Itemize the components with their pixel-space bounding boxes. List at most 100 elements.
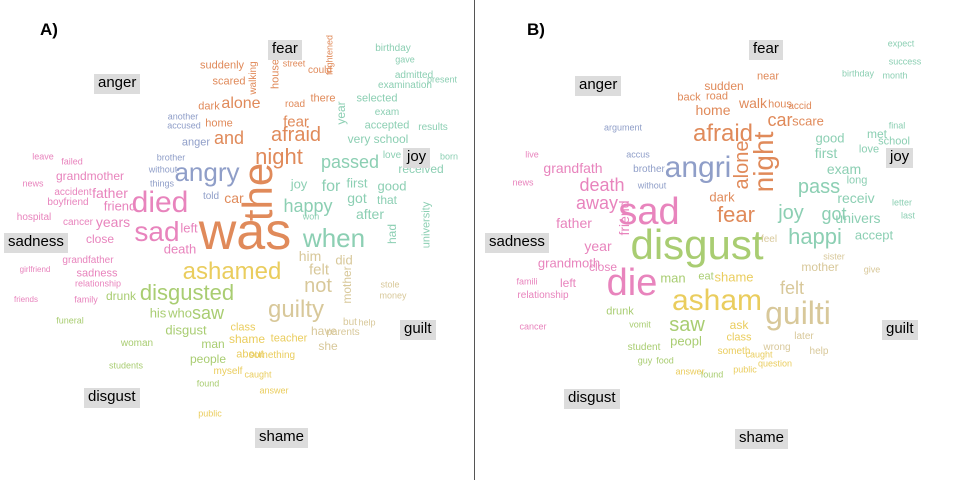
cloud-word: died xyxy=(131,186,189,219)
emotion-label-sadness: sadness xyxy=(485,233,549,253)
cloud-word: felt xyxy=(308,261,330,279)
cloud-word: road xyxy=(705,90,729,103)
cloud-word: caught xyxy=(244,369,272,380)
cloud-word: peopl xyxy=(670,333,702,349)
cloud-word: when xyxy=(302,223,366,253)
cloud-word: accept xyxy=(854,227,894,243)
cloud-word: food xyxy=(656,355,674,366)
cloud-word: afraid xyxy=(270,124,322,146)
cloud-word: away xyxy=(575,193,619,213)
cloud-word: death xyxy=(579,175,625,195)
cloud-word: something xyxy=(248,350,296,361)
panel-label: B) xyxy=(527,20,545,39)
cloud-word: cancer xyxy=(62,217,94,228)
cloud-word: accepted xyxy=(364,119,410,132)
emotion-label-sadness: sadness xyxy=(4,233,68,253)
cloud-word: famili xyxy=(516,276,538,287)
cloud-word: shame xyxy=(228,332,266,346)
cloud-word: got xyxy=(821,204,847,224)
cloud-word: first xyxy=(346,175,368,191)
cloud-word: vomit xyxy=(629,319,651,330)
cloud-word: relationship xyxy=(74,278,122,289)
cloud-word: without xyxy=(148,164,178,175)
cloud-word: sudden xyxy=(704,79,744,93)
cloud-word: walking xyxy=(248,61,259,95)
cloud-word: man xyxy=(660,270,686,286)
cloud-word: father xyxy=(92,185,128,201)
cloud-word: alone xyxy=(221,95,261,112)
cloud-word: results xyxy=(418,122,448,133)
cloud-word: house xyxy=(269,59,282,89)
cloud-word: year xyxy=(584,238,612,254)
cloud-word: sad xyxy=(618,191,680,233)
cloud-word: told xyxy=(202,191,220,202)
cloud-word: disgust xyxy=(630,221,764,268)
cloud-word: disgusted xyxy=(139,280,235,305)
cloud-word: school xyxy=(878,135,910,148)
cloud-word: live xyxy=(525,149,539,160)
cloud-word: hous xyxy=(768,98,792,111)
cloud-word: and xyxy=(213,128,245,148)
cloud-word: without xyxy=(637,180,667,191)
cloud-word: scare xyxy=(792,113,824,129)
cloud-word: joy xyxy=(290,176,308,192)
cloud-word: month xyxy=(882,70,908,81)
cloud-word: for xyxy=(321,178,341,195)
cloud-word: won xyxy=(302,211,320,222)
cloud-word: give xyxy=(863,264,881,275)
cloud-word: feel xyxy=(760,234,778,245)
cloud-word: disgust xyxy=(165,322,207,338)
cloud-word: public xyxy=(733,364,757,375)
panel-a: A) was the ashamed died sad angry when guilty di… xyxy=(0,0,474,480)
cloud-word: fear xyxy=(717,202,755,227)
cloud-word: love xyxy=(382,150,402,161)
cloud-word: present xyxy=(426,74,458,85)
cloud-word: friend xyxy=(616,200,632,236)
cloud-word: university xyxy=(420,201,433,249)
cloud-word: success xyxy=(888,56,922,67)
cloud-word: final xyxy=(888,120,906,131)
cloud-word: who xyxy=(168,305,192,321)
cloud-word: him xyxy=(298,248,322,264)
cloud-word: grandfath xyxy=(543,160,603,176)
cloud-word: accus xyxy=(626,149,650,160)
cloud-word: leave xyxy=(32,151,54,162)
cloud-word: love xyxy=(858,143,880,156)
cloud-word: night xyxy=(748,131,779,193)
cloud-word: things xyxy=(149,178,175,189)
cloud-word: argument xyxy=(603,122,643,133)
cloud-word: expect xyxy=(887,38,915,49)
cloud-word: brother xyxy=(633,164,665,175)
cloud-word: his xyxy=(149,305,167,321)
cloud-word: question xyxy=(757,358,793,369)
cloud-word: dark xyxy=(709,189,735,205)
emotion-label-fear: fear xyxy=(268,40,302,60)
cloud-word: relationship xyxy=(517,290,569,301)
cloud-word: father xyxy=(556,215,592,231)
cloud-word: street xyxy=(282,58,306,69)
cloud-word: hospital xyxy=(16,212,52,223)
cloud-word: happi xyxy=(788,224,842,249)
cloud-word: saw xyxy=(669,314,705,336)
cloud-word: stole xyxy=(380,279,400,290)
cloud-word: fear xyxy=(283,113,309,131)
cloud-word: grandfather xyxy=(62,255,114,266)
cloud-word: eat xyxy=(698,270,714,283)
cloud-word: someth xyxy=(717,346,751,357)
cloud-word: car xyxy=(224,190,244,206)
cloud-word: she xyxy=(318,339,338,353)
cloud-word: students xyxy=(108,360,144,371)
cloud-word: sadness xyxy=(76,267,118,280)
cloud-word: long xyxy=(846,174,868,187)
cloud-word: not xyxy=(304,275,332,297)
cloud-word: shame xyxy=(714,269,754,285)
cloud-word: after xyxy=(355,206,385,222)
cloud-word: accid xyxy=(788,101,812,112)
cloud-word: birthday xyxy=(375,43,411,54)
cloud-word: did xyxy=(335,252,353,268)
cloud-word: that xyxy=(376,193,398,207)
cloud-word: help xyxy=(809,346,829,357)
cloud-word: girlfriend xyxy=(19,265,51,274)
cloud-word: drunk xyxy=(105,289,137,303)
cloud-word: help xyxy=(358,317,376,328)
